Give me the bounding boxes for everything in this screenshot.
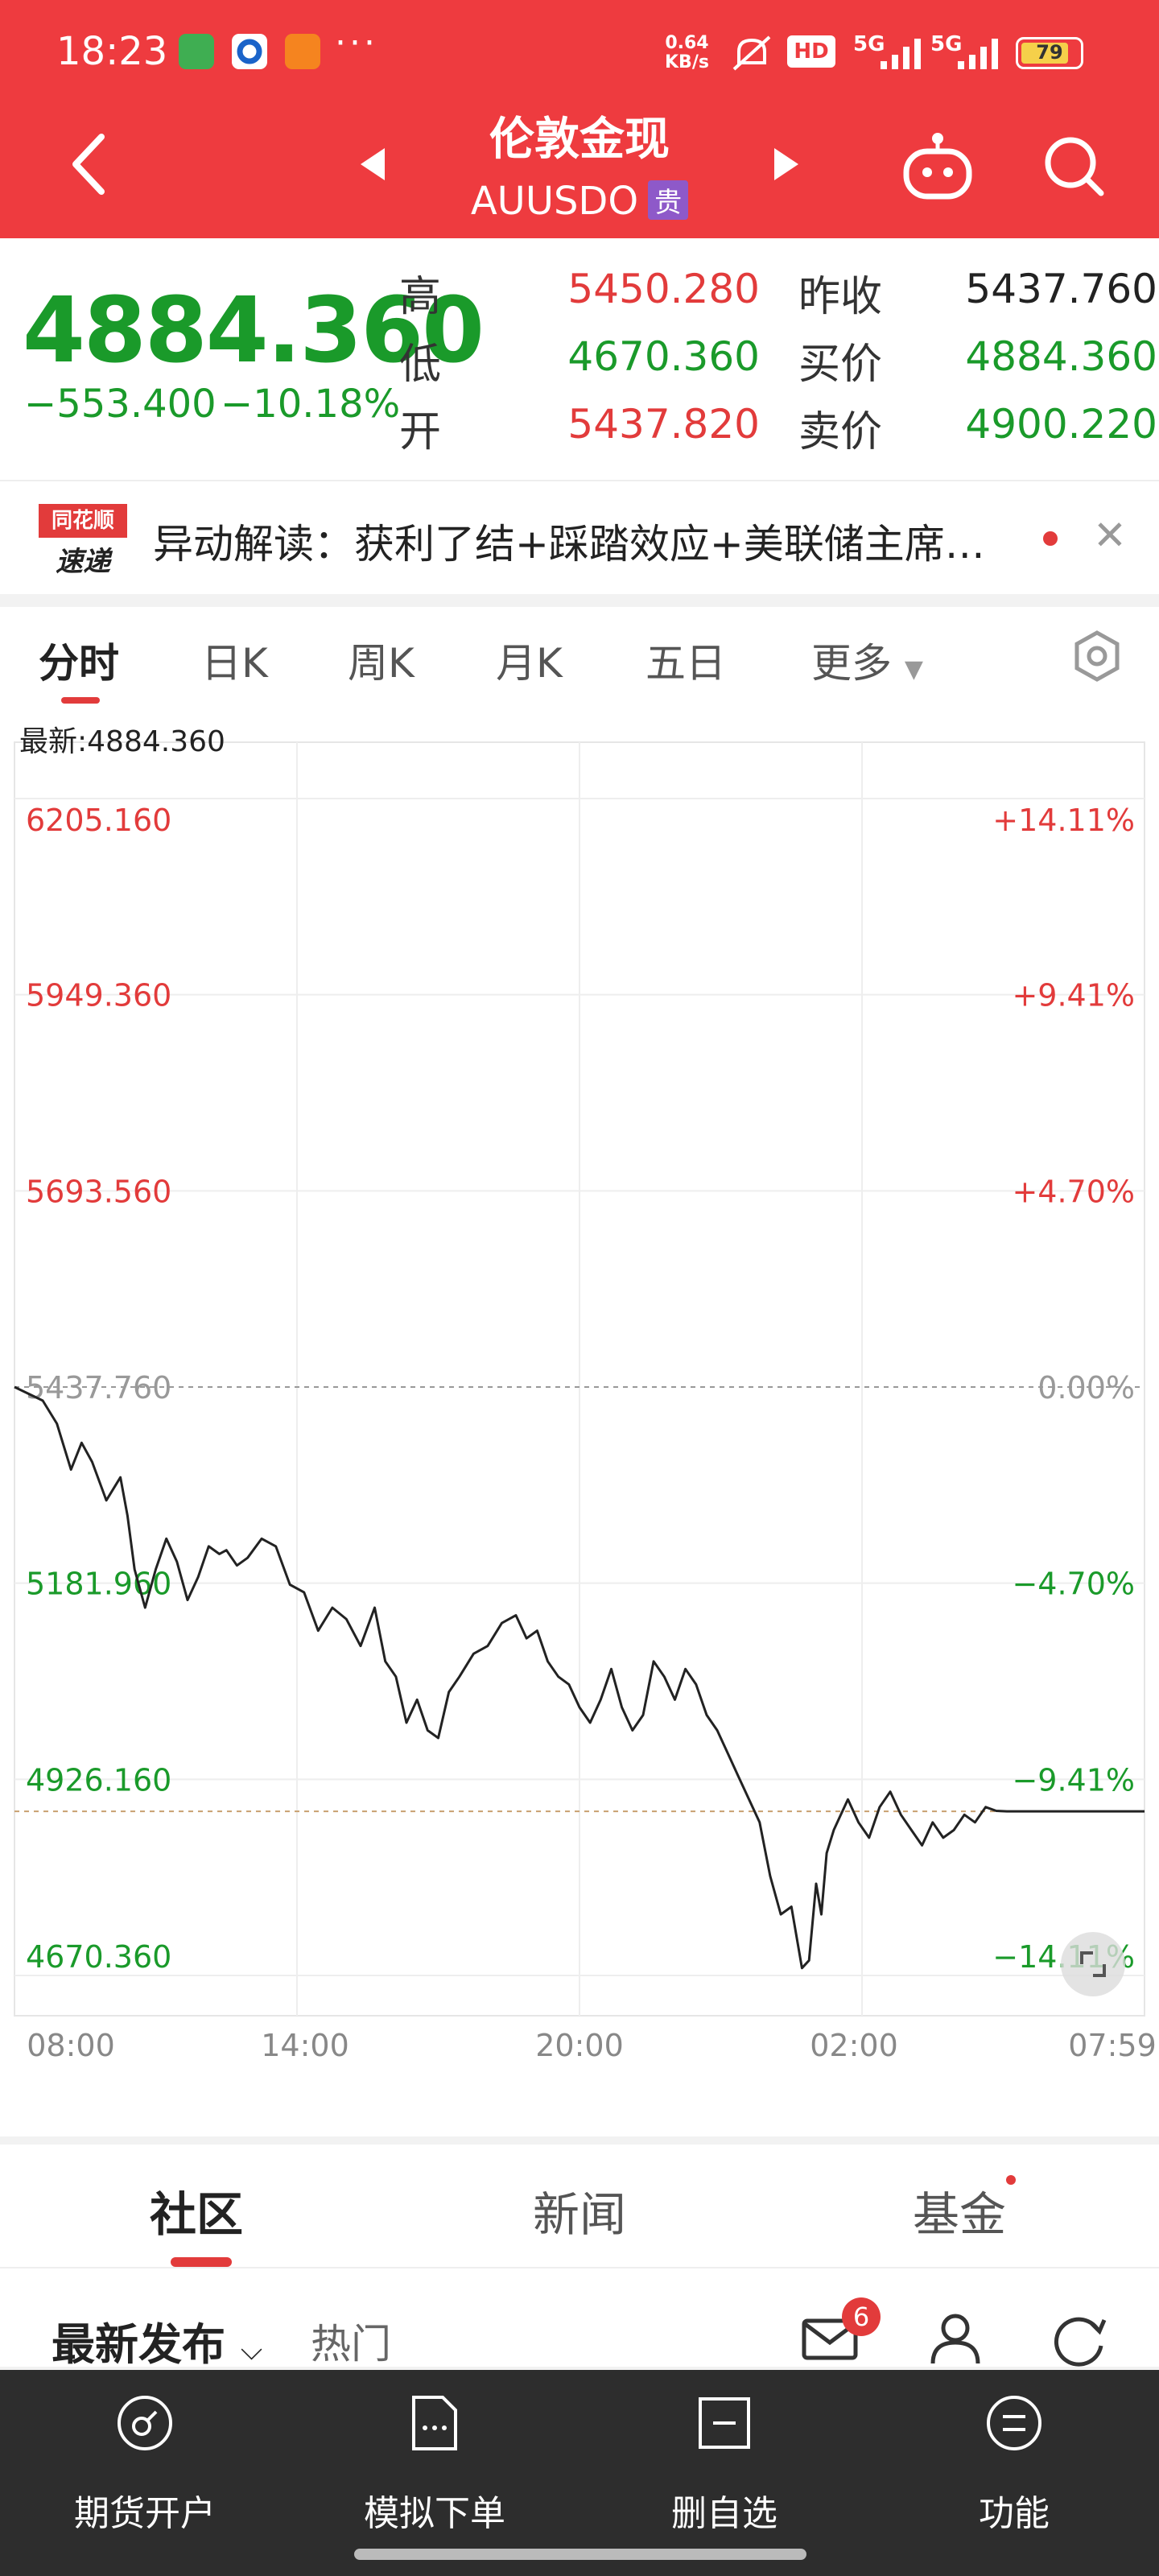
y-tick-left: 5693.560 bbox=[26, 1174, 171, 1209]
status-time: 18:23 bbox=[56, 29, 168, 74]
intraday-chart[interactable]: 6205.160 +14.11% 5949.360 +9.41% 5693.560 +4.… bbox=[0, 704, 1159, 2136]
tab-more[interactable]: 更多 ▼ bbox=[811, 640, 923, 687]
symbol-code: AUUSDO 贵 bbox=[0, 179, 1159, 224]
y-tick-left: 6205.160 bbox=[26, 803, 171, 838]
sort-dropdown[interactable]: 最新发布 ⌵ bbox=[52, 2319, 263, 2370]
last-price: 4884.360 bbox=[23, 279, 485, 383]
y-tick-left: 4670.360 bbox=[26, 1939, 171, 1975]
signal-icon bbox=[877, 37, 926, 72]
signal-icon bbox=[955, 37, 1003, 72]
tab-monthly-k[interactable]: 月K bbox=[496, 640, 563, 687]
news-source-logo: 同花顺 速递 bbox=[39, 504, 127, 578]
settings-icon[interactable] bbox=[1069, 628, 1125, 687]
chevron-down-icon: ▼ bbox=[904, 655, 923, 683]
net-speed: 0.64 KB/s bbox=[665, 33, 709, 72]
divider bbox=[0, 2267, 1159, 2268]
price-change-pct: −10.18% bbox=[221, 382, 401, 427]
page-title: 伦敦金现 bbox=[489, 114, 670, 166]
close-icon[interactable]: ✕ bbox=[1093, 512, 1127, 559]
x-tick: 02:00 bbox=[810, 2028, 898, 2063]
tab-fund[interactable]: 基金 bbox=[913, 2187, 1007, 2242]
app-header: 18:23 ··· 0.64 KB/s HD 5G 5G 79 伦敦金现 AUUS… bbox=[0, 0, 1159, 238]
chart-tabs: 分时 日K 周K 月K 五日 更多 ▼ bbox=[0, 607, 1159, 704]
active-tab-indicator bbox=[171, 2257, 232, 2267]
y-tick-right: 0.00% bbox=[1037, 1370, 1135, 1406]
hot-filter[interactable]: 热门 bbox=[311, 2321, 391, 2368]
prev-close-label: 昨收 bbox=[798, 273, 883, 321]
y-tick-right: +4.70% bbox=[1012, 1174, 1135, 1209]
y-tick-left: 4926.160 bbox=[26, 1762, 171, 1798]
low-value: 4670.360 bbox=[567, 333, 760, 380]
tab-news[interactable]: 新闻 bbox=[533, 2187, 627, 2242]
tab-daily-k[interactable]: 日K bbox=[201, 640, 268, 687]
active-tab-indicator bbox=[61, 697, 100, 704]
next-symbol-icon[interactable] bbox=[773, 147, 800, 185]
open-value: 5437.820 bbox=[567, 401, 760, 448]
high-label: 高 bbox=[399, 273, 442, 321]
ask-label: 卖价 bbox=[798, 408, 883, 456]
notification-app-icon bbox=[179, 34, 214, 69]
signal-label: 5G bbox=[853, 32, 885, 56]
unread-dot bbox=[1043, 531, 1058, 546]
y-tick-right: −9.41% bbox=[1012, 1762, 1135, 1798]
fullscreen-icon[interactable] bbox=[1061, 1932, 1125, 1996]
robot-assistant-icon[interactable] bbox=[901, 129, 974, 204]
gesture-bar bbox=[354, 2549, 806, 2560]
mail-count-badge: 6 bbox=[842, 2297, 881, 2336]
profile-icon[interactable] bbox=[929, 2312, 982, 2368]
search-icon[interactable] bbox=[1041, 134, 1106, 201]
mute-icon bbox=[729, 32, 774, 77]
document-icon bbox=[412, 2396, 457, 2450]
chevron-down-icon: ⌵ bbox=[240, 2334, 263, 2367]
prev-close-value: 5437.760 bbox=[965, 266, 1157, 312]
tab-community[interactable]: 社区 bbox=[150, 2187, 244, 2242]
bid-label: 买价 bbox=[798, 341, 883, 389]
unread-dot bbox=[1006, 2175, 1016, 2185]
y-tick-left: 5949.360 bbox=[26, 978, 171, 1013]
notification-app-icon bbox=[285, 34, 320, 69]
signal-label: 5G bbox=[930, 32, 963, 56]
high-value: 5450.280 bbox=[567, 266, 760, 312]
y-tick-right: −4.70% bbox=[1012, 1567, 1135, 1602]
price-line bbox=[14, 1385, 1145, 1970]
quote-panel: 4884.360 −553.400 −10.18% 高 低 开 5450.280… bbox=[0, 238, 1159, 480]
futures-account-icon bbox=[118, 2396, 172, 2450]
bottom-nav: 期货开户 模拟下单 删自选 功能 bbox=[0, 2370, 1159, 2576]
tab-weekly-k[interactable]: 周K bbox=[348, 640, 415, 687]
chart-canvas: 6205.160 +14.11% 5949.360 +9.41% 5693.560 +4.… bbox=[14, 741, 1157, 2063]
y-tick-right: +14.11% bbox=[992, 803, 1135, 838]
back-icon[interactable] bbox=[69, 132, 109, 200]
community-section: 社区 新闻 基金 最新发布 ⌵ 热门 6 bbox=[0, 2145, 1159, 2370]
bid-value: 4884.360 bbox=[965, 333, 1157, 380]
low-label: 低 bbox=[399, 341, 442, 389]
remove-watchlist-icon bbox=[699, 2397, 750, 2449]
y-tick-right: +9.41% bbox=[1012, 978, 1135, 1013]
battery-icon: 79 bbox=[1016, 37, 1083, 69]
open-label: 开 bbox=[399, 408, 442, 456]
y-tick-left: 5181.960 bbox=[26, 1567, 171, 1602]
price-change: −553.400 bbox=[24, 382, 217, 427]
x-tick: 14:00 bbox=[261, 2028, 349, 2063]
news-headline[interactable]: 异动解读：获利了结+踩踏效应+美联储主席… bbox=[153, 521, 985, 568]
news-banner[interactable]: 同花顺 速递 异动解读：获利了结+踩踏效应+美联储主席… ✕ bbox=[0, 480, 1159, 594]
prev-symbol-icon[interactable] bbox=[359, 147, 386, 185]
menu-icon bbox=[987, 2396, 1041, 2450]
x-tick: 08:00 bbox=[27, 2028, 115, 2063]
hd-badge: HD bbox=[787, 35, 835, 68]
x-tick: 20:00 bbox=[535, 2028, 624, 2063]
ask-value: 4900.220 bbox=[965, 401, 1157, 448]
x-tick: 07:59 bbox=[1068, 2028, 1157, 2063]
category-badge: 贵 bbox=[648, 180, 689, 220]
notification-app-icon bbox=[232, 34, 267, 69]
y-tick-left: 5437.760 bbox=[26, 1370, 171, 1406]
more-notifications-icon: ··· bbox=[335, 23, 378, 64]
tab-intraday[interactable]: 分时 bbox=[39, 640, 119, 687]
tab-five-day[interactable]: 五日 bbox=[645, 640, 726, 687]
refresh-icon[interactable] bbox=[1051, 2314, 1107, 2370]
latest-price-label: 最新:4884.360 bbox=[19, 725, 225, 758]
